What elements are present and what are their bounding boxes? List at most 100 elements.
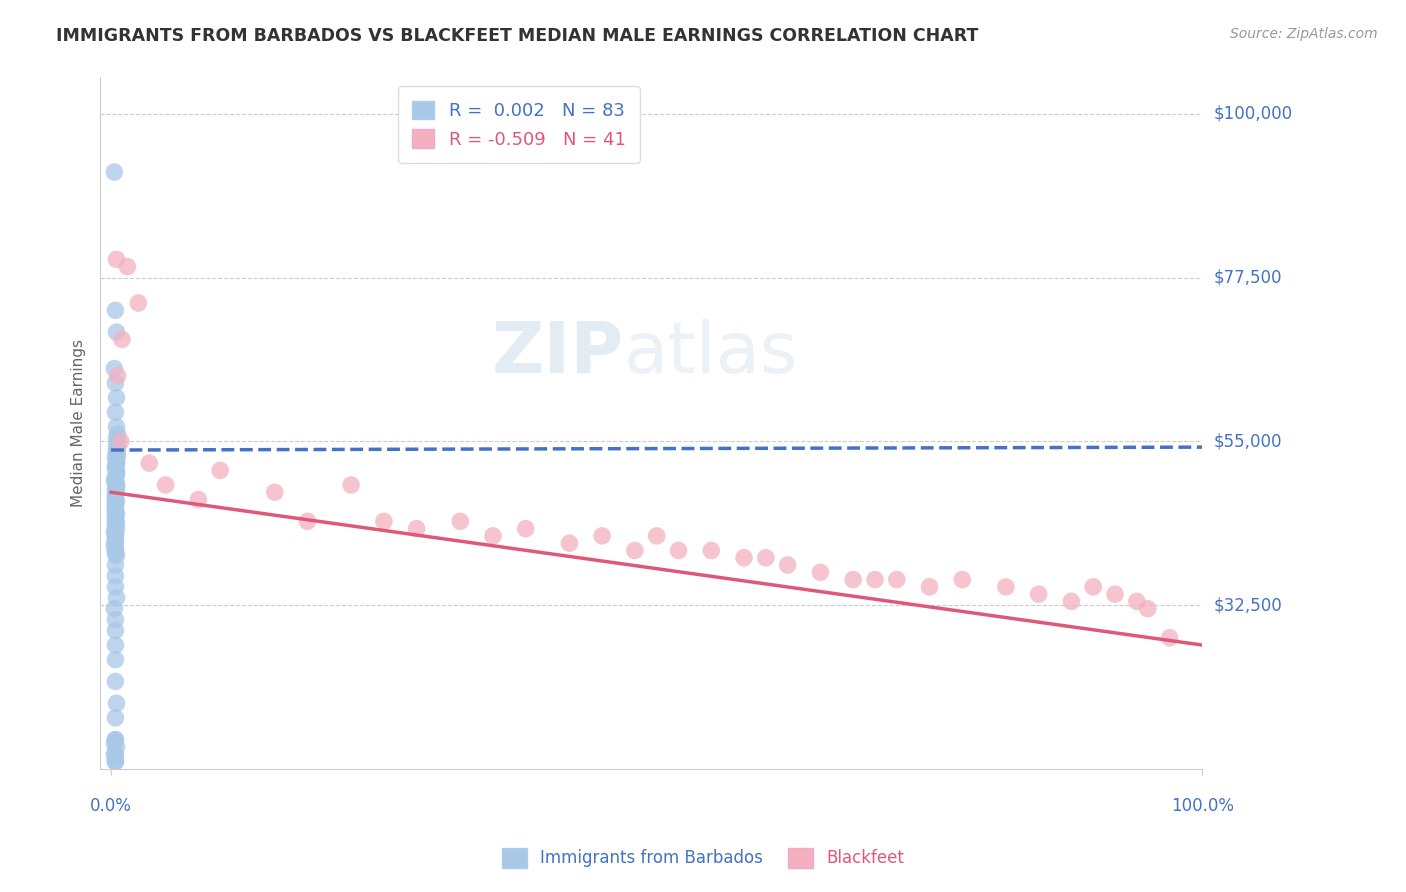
Point <box>104 546 127 560</box>
Point <box>105 479 128 493</box>
Point <box>110 434 132 449</box>
Point <box>103 165 125 179</box>
Point <box>105 438 128 452</box>
Point <box>104 491 127 506</box>
Point <box>1083 580 1105 594</box>
Text: atlas: atlas <box>624 319 799 389</box>
Point <box>449 514 471 528</box>
Point <box>842 573 865 587</box>
Point <box>104 303 127 318</box>
Point <box>104 569 127 583</box>
Point <box>297 514 319 528</box>
Point <box>645 529 668 543</box>
Point <box>104 509 127 524</box>
Point <box>209 463 232 477</box>
Point <box>755 550 778 565</box>
Point <box>105 481 128 495</box>
Point <box>117 260 139 274</box>
Point <box>1060 594 1083 608</box>
Text: $55,000: $55,000 <box>1213 433 1282 450</box>
Point <box>104 732 127 747</box>
Point <box>104 511 127 525</box>
Legend: Immigrants from Barbados, Blackfeet: Immigrants from Barbados, Blackfeet <box>495 841 911 875</box>
Point <box>373 514 395 528</box>
Point <box>1028 587 1050 601</box>
Point <box>105 516 128 530</box>
Point <box>105 457 128 471</box>
Text: ZIP: ZIP <box>492 319 624 389</box>
Point <box>104 500 127 515</box>
Point <box>138 456 160 470</box>
Point <box>104 514 127 528</box>
Point <box>104 544 127 558</box>
Point <box>103 524 125 539</box>
Point <box>105 494 128 508</box>
Point <box>104 535 127 549</box>
Point <box>105 591 128 605</box>
Point <box>105 485 128 500</box>
Point <box>105 455 128 469</box>
Point <box>104 652 127 666</box>
Point <box>1104 587 1126 601</box>
Point <box>1126 594 1149 608</box>
Point <box>105 522 128 536</box>
Point <box>107 442 129 456</box>
Point <box>105 452 128 467</box>
Point <box>104 529 127 543</box>
Text: 100.0%: 100.0% <box>1171 797 1234 814</box>
Point <box>103 736 125 750</box>
Point <box>776 558 799 572</box>
Point <box>103 475 125 489</box>
Text: $100,000: $100,000 <box>1213 105 1292 123</box>
Y-axis label: Median Male Earnings: Median Male Earnings <box>72 339 86 508</box>
Text: 0.0%: 0.0% <box>90 797 132 814</box>
Point <box>808 566 831 580</box>
Point <box>105 507 128 521</box>
Point <box>104 505 127 519</box>
Point <box>104 526 127 541</box>
Point <box>155 478 177 492</box>
Point <box>104 483 127 497</box>
Point <box>1159 631 1181 645</box>
Point <box>104 747 127 762</box>
Point <box>104 558 127 572</box>
Point <box>104 499 127 513</box>
Point <box>104 472 127 486</box>
Point <box>104 580 127 594</box>
Point <box>104 674 127 689</box>
Point <box>111 333 134 347</box>
Point <box>482 529 505 543</box>
Point <box>104 755 127 769</box>
Point <box>104 531 127 545</box>
Text: $32,500: $32,500 <box>1213 596 1282 614</box>
Point <box>104 711 127 725</box>
Point <box>624 543 647 558</box>
Point <box>105 467 128 482</box>
Point <box>104 533 127 548</box>
Point <box>104 541 127 556</box>
Point <box>668 543 690 558</box>
Point <box>104 502 127 516</box>
Point <box>105 463 128 477</box>
Point <box>104 376 127 390</box>
Point <box>104 520 127 534</box>
Point <box>105 549 128 563</box>
Point <box>107 427 129 442</box>
Point <box>263 485 285 500</box>
Point <box>105 419 128 434</box>
Text: Source: ZipAtlas.com: Source: ZipAtlas.com <box>1230 27 1378 41</box>
Point <box>104 613 127 627</box>
Point <box>104 461 127 475</box>
Point <box>1136 601 1159 615</box>
Point <box>104 755 127 769</box>
Point <box>105 252 128 267</box>
Point <box>105 446 128 460</box>
Point <box>104 638 127 652</box>
Point <box>127 296 149 310</box>
Point <box>104 470 127 484</box>
Point <box>105 431 128 445</box>
Text: $77,500: $77,500 <box>1213 268 1282 286</box>
Point <box>103 361 125 376</box>
Point <box>994 580 1017 594</box>
Point <box>107 434 129 449</box>
